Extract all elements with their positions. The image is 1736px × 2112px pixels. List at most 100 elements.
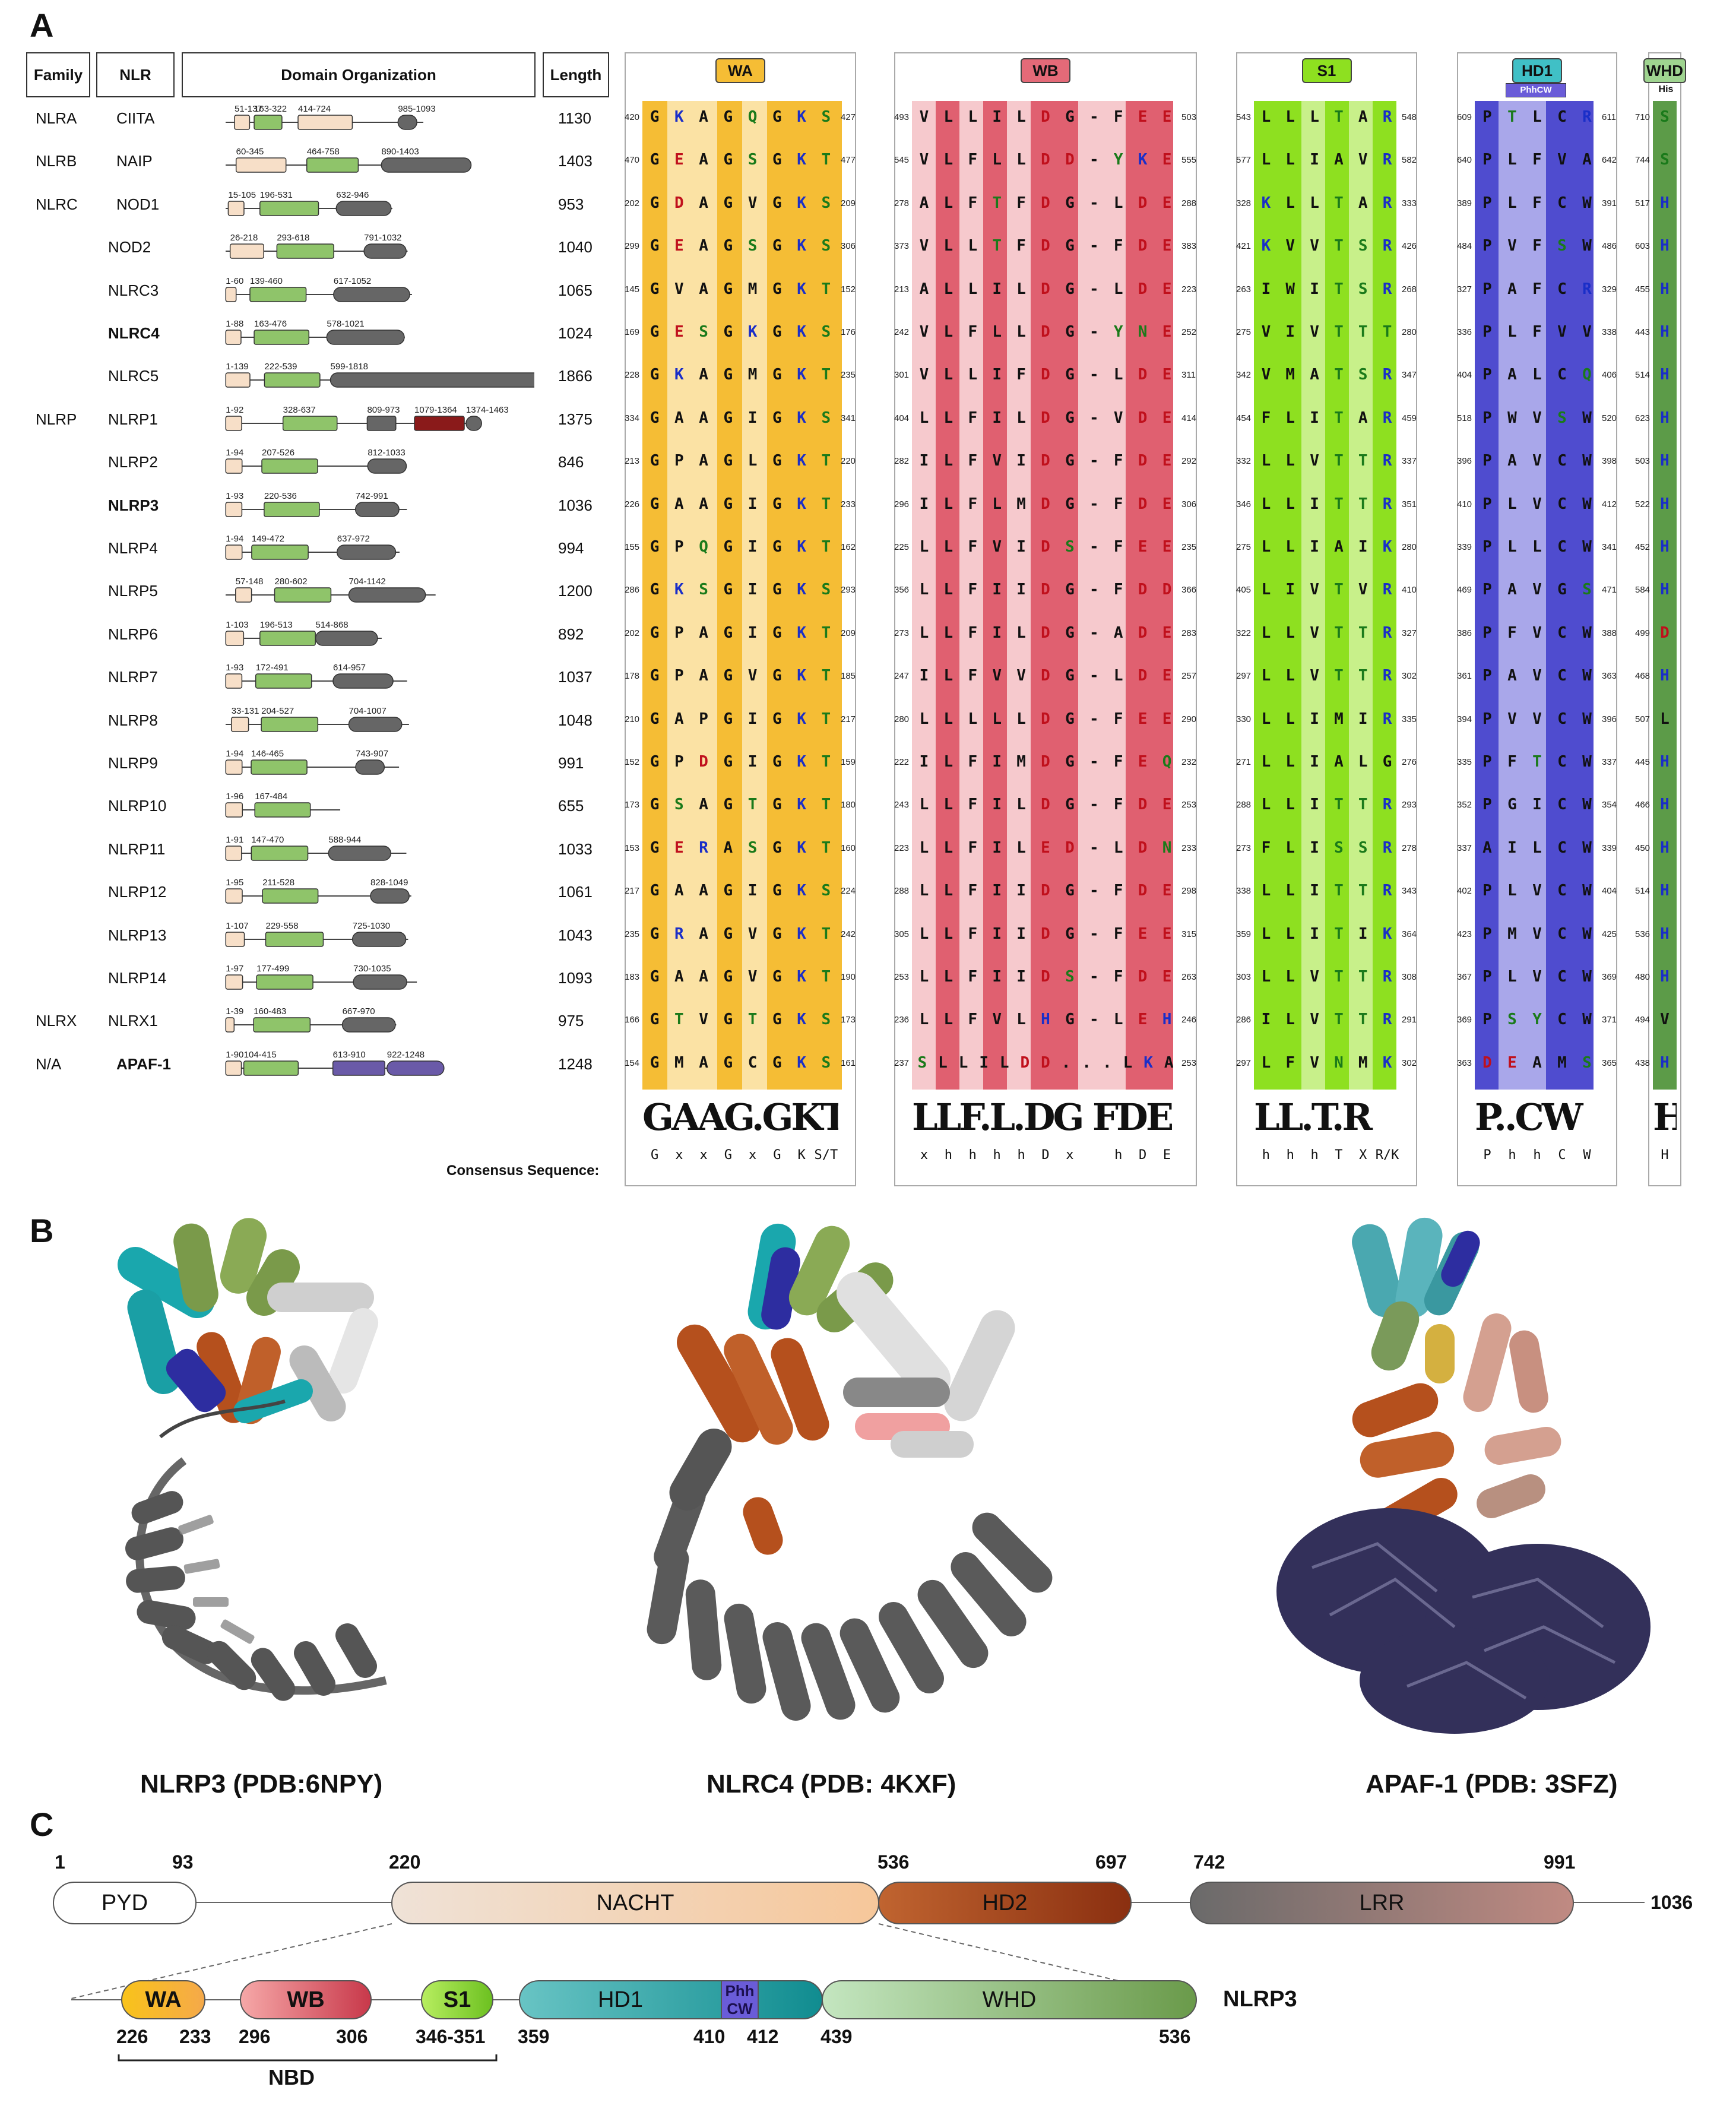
residue: G <box>650 968 660 986</box>
end-pos-wa: 162 <box>841 542 856 552</box>
end-pos-hd1: 365 <box>1602 1057 1617 1068</box>
end-pos-s1: 548 <box>1402 112 1417 122</box>
residue: L <box>1261 882 1271 900</box>
domain-range-label: 229-558 <box>265 921 298 931</box>
residue: C <box>1557 753 1567 771</box>
residue: G <box>650 623 660 642</box>
domain-organization-cartoon: 1-103 196-513 514-868 <box>225 620 382 646</box>
end-pos-wb: 288 <box>1181 198 1197 208</box>
residue: S <box>821 194 831 212</box>
residue: S <box>674 796 684 814</box>
residue: D <box>1041 452 1050 470</box>
start-pos-whd: 710 <box>1635 112 1651 122</box>
start-pos-s1: 454 <box>1236 413 1252 423</box>
residue: A <box>1358 194 1368 212</box>
residue: K <box>797 280 806 298</box>
residue: I <box>1358 538 1368 556</box>
residue: - <box>1089 495 1099 513</box>
header-length: Length <box>543 52 609 97</box>
residue: A <box>699 667 708 685</box>
residue: R <box>1382 623 1392 642</box>
conservation-stripe-s1 <box>1325 101 1349 1090</box>
consensus-residue: G <box>724 1148 732 1163</box>
residue: V <box>747 968 758 986</box>
residue: G <box>1065 882 1075 900</box>
residue: T <box>1334 108 1344 126</box>
domain-organization-cartoon: 15-105 196-531 632-946 <box>226 190 392 216</box>
domain-organization-cartoon: 1-95 211-528 828-1049 <box>225 878 411 904</box>
domain-box <box>366 416 397 431</box>
residue: - <box>1089 710 1099 728</box>
domain-organization-cartoon: 1-91 147-470 588-944 <box>225 835 407 861</box>
residue: L <box>919 924 929 943</box>
residue: Q <box>1162 753 1172 771</box>
residue: - <box>1089 237 1099 255</box>
residue: L <box>1016 151 1026 169</box>
residue: P <box>1482 323 1492 341</box>
residue: P <box>1482 538 1492 556</box>
start-pos-wa: 213 <box>625 456 640 467</box>
structure-apaf1 <box>1276 1217 1651 1734</box>
residue: V <box>1310 968 1319 986</box>
residue: M <box>674 1053 684 1072</box>
nlrc4-lrr <box>647 1480 1053 1721</box>
domain-box <box>225 931 245 947</box>
residue: W <box>1582 667 1592 685</box>
residue: L <box>1285 753 1295 771</box>
residue: I <box>747 495 758 513</box>
residue: G <box>1065 409 1075 427</box>
residue: L <box>1285 495 1295 513</box>
residue: L <box>992 151 1002 169</box>
residue: F <box>1532 280 1542 298</box>
residue: V <box>1532 452 1542 470</box>
residue: V <box>1532 924 1542 943</box>
consensus-s1: h h h T X R/K <box>1254 1148 1399 1166</box>
end-pos-s1: 302 <box>1402 671 1417 682</box>
domain-box <box>282 416 338 431</box>
residue: I <box>747 538 758 556</box>
row-nlr-name: NLRP14 <box>108 969 167 987</box>
residue: I <box>1358 710 1368 728</box>
end-pos-wb: 292 <box>1181 456 1197 467</box>
residue: K <box>797 838 806 857</box>
end-pos-wb: 315 <box>1181 929 1197 939</box>
domain-box <box>225 673 243 689</box>
residue: D <box>1041 151 1050 169</box>
domain-box <box>225 974 243 990</box>
domain-range-label: 1-93 <box>226 491 243 501</box>
residue: H <box>1660 323 1670 341</box>
end-pos-wa: 173 <box>841 1015 856 1025</box>
residues-whd: L <box>1653 710 1677 729</box>
residue: V <box>919 237 929 255</box>
start-pos-wa: 155 <box>625 542 640 552</box>
end-pos-wa: 427 <box>841 112 856 122</box>
residue: A <box>699 237 708 255</box>
domain-range-label: 1-91 <box>226 835 243 845</box>
residue: - <box>1089 1011 1099 1029</box>
conservation-stripe-wa <box>717 101 742 1090</box>
residue: D <box>1660 623 1670 642</box>
residue: E <box>1162 194 1172 212</box>
residue: S <box>917 1053 927 1072</box>
residue: Q <box>747 108 758 126</box>
start-pos-whd: 536 <box>1635 929 1651 939</box>
residue: R <box>1382 495 1392 513</box>
phhcw-motif: Phh CW <box>721 1982 758 2018</box>
residue: K <box>1382 924 1392 943</box>
residue: T <box>747 796 758 814</box>
residue: K <box>797 1011 806 1029</box>
residue: G <box>650 409 660 427</box>
residue: F <box>1113 237 1123 255</box>
residue: F <box>1113 968 1123 986</box>
start-pos-wb: 253 <box>894 972 910 982</box>
end-pos-wb: 257 <box>1181 671 1197 682</box>
residue: W <box>1582 753 1592 771</box>
residue: A <box>674 710 684 728</box>
